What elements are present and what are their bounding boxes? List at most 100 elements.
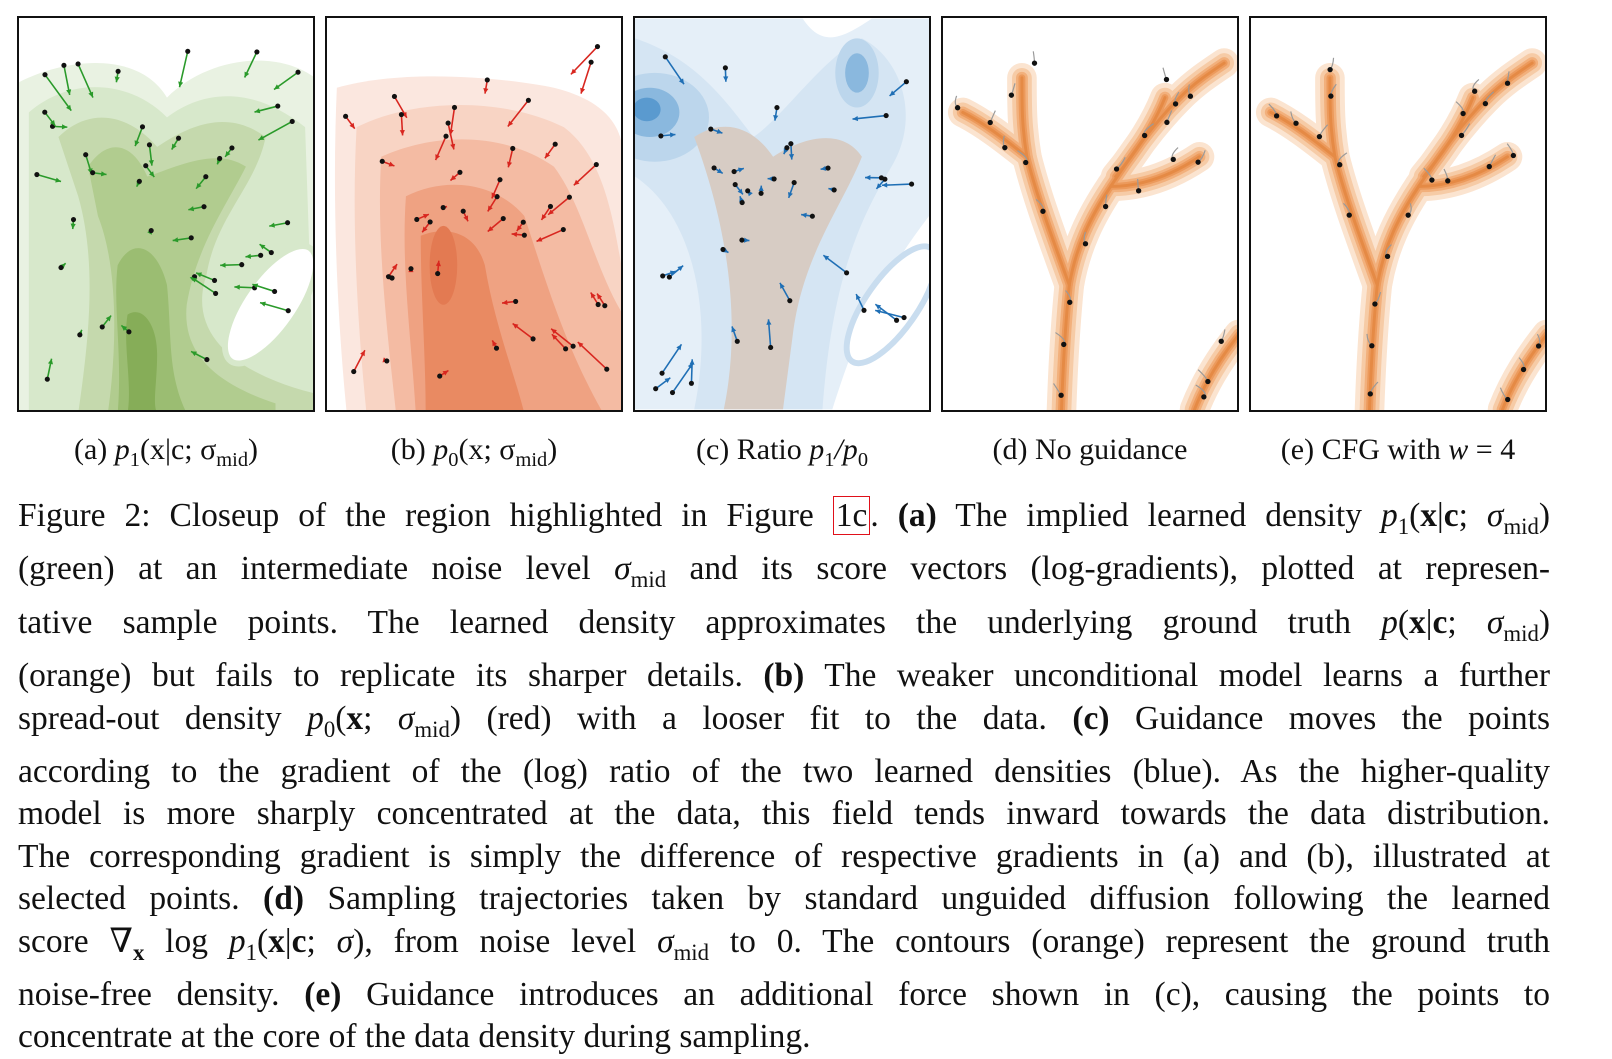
sample-point [384,358,389,363]
sample-point [548,204,553,209]
sample-point [176,136,181,141]
sample-point [204,357,209,362]
sample-point [203,174,208,179]
sample-point [774,105,779,110]
sample-point [1429,177,1434,182]
panel-e-svg [1251,18,1545,410]
panel-e-ground-truth-contours [1271,63,1545,410]
sample-point [1219,339,1224,344]
caption-line: selected points. (d) Sampling trajectori… [18,878,1550,920]
sample-point [1337,162,1342,167]
panel-c-svg [635,18,929,410]
sample-point [689,381,694,386]
caption-line: model is more sharply concentrated at th… [18,793,1550,835]
sample-point [567,195,572,200]
sample-point [1385,254,1390,259]
subcaption-a: (a) p1(x|c; σmid) [11,432,321,478]
sample-point [768,345,773,350]
sample-point [589,60,594,65]
sample-point [399,112,404,117]
sample-point [1347,212,1352,217]
panel-b-contours [327,19,621,410]
sample-point [792,180,797,185]
sample-point [1061,342,1066,347]
caption-line: tative sample points. The learned densit… [18,602,1550,655]
caption-line: The corresponding gradient is simply the… [18,836,1550,878]
sample-point [553,142,558,147]
sample-point [1171,157,1176,162]
sample-point [1164,120,1169,125]
sample-point [1002,145,1007,150]
sample-point [988,120,993,125]
sample-point [1023,160,1028,165]
sample-point [653,386,658,391]
sample-point [1327,67,1332,72]
sample-point [739,238,744,243]
sample-point [884,113,889,118]
panel-a-svg [19,18,313,410]
caption-line: score ∇x log p1(x|c; σ), from noise leve… [18,921,1550,974]
density-contour [1061,98,1179,410]
sample-point [1103,204,1108,209]
sample-point [452,105,457,110]
sample-point [76,61,81,66]
panel-b-svg [327,18,621,410]
sample-point [45,377,50,382]
sample-point [667,275,672,280]
sample-point [1195,160,1200,165]
sample-point [494,346,499,351]
sample-point [659,371,664,376]
caption-line: concentrate at the core of the data dens… [18,1016,1550,1058]
sample-point [1369,343,1374,348]
sample-point [275,103,280,108]
sample-point [894,318,899,323]
sample-point [392,94,397,99]
figure-reference-link[interactable]: 1c [833,496,871,535]
sample-point [1368,391,1373,396]
sample-point [1445,178,1450,183]
sample-point [788,141,793,146]
sample-point [428,219,433,224]
sample-point [1274,113,1279,118]
sample-point [955,105,960,110]
sample-point [441,205,446,210]
figure-caption: Figure 2: Closeup of the region highligh… [18,495,1550,1059]
sample-point [1173,101,1178,106]
sample-point [784,145,789,150]
sample-point [1521,367,1526,372]
sample-point [861,308,866,313]
sample-point [1472,89,1477,94]
sample-point [34,172,39,177]
sample-point [258,253,263,258]
sample-point [732,169,737,174]
subcaption-e: (e) CFG with w = 4 [1243,432,1553,468]
sample-point [1009,92,1014,97]
sample-point [58,265,63,270]
sample-point [521,220,526,225]
sample-point [457,170,462,175]
sample-point [254,49,259,54]
sample-point [1201,394,1206,399]
sample-point [1083,241,1088,246]
sample-point [594,162,599,167]
sample-point [825,165,830,170]
sample-point [1487,164,1492,169]
caption-line: Figure 2: Closeup of the region highligh… [18,495,1550,548]
sample-point [461,209,466,214]
sample-point [437,374,442,379]
sample-point [189,235,194,240]
sample-point [42,72,47,77]
sample-point [1505,81,1510,86]
sample-point [285,220,290,225]
sample-point [295,70,300,75]
sample-point [90,170,95,175]
sample-point [286,308,291,313]
sample-point [571,344,576,349]
sample-point [510,146,515,151]
sample-point [272,289,277,294]
panel-a-contours [19,61,313,410]
sample-point [497,177,502,182]
sample-point [844,270,849,275]
sample-point [290,119,295,124]
sample-point [595,44,600,49]
